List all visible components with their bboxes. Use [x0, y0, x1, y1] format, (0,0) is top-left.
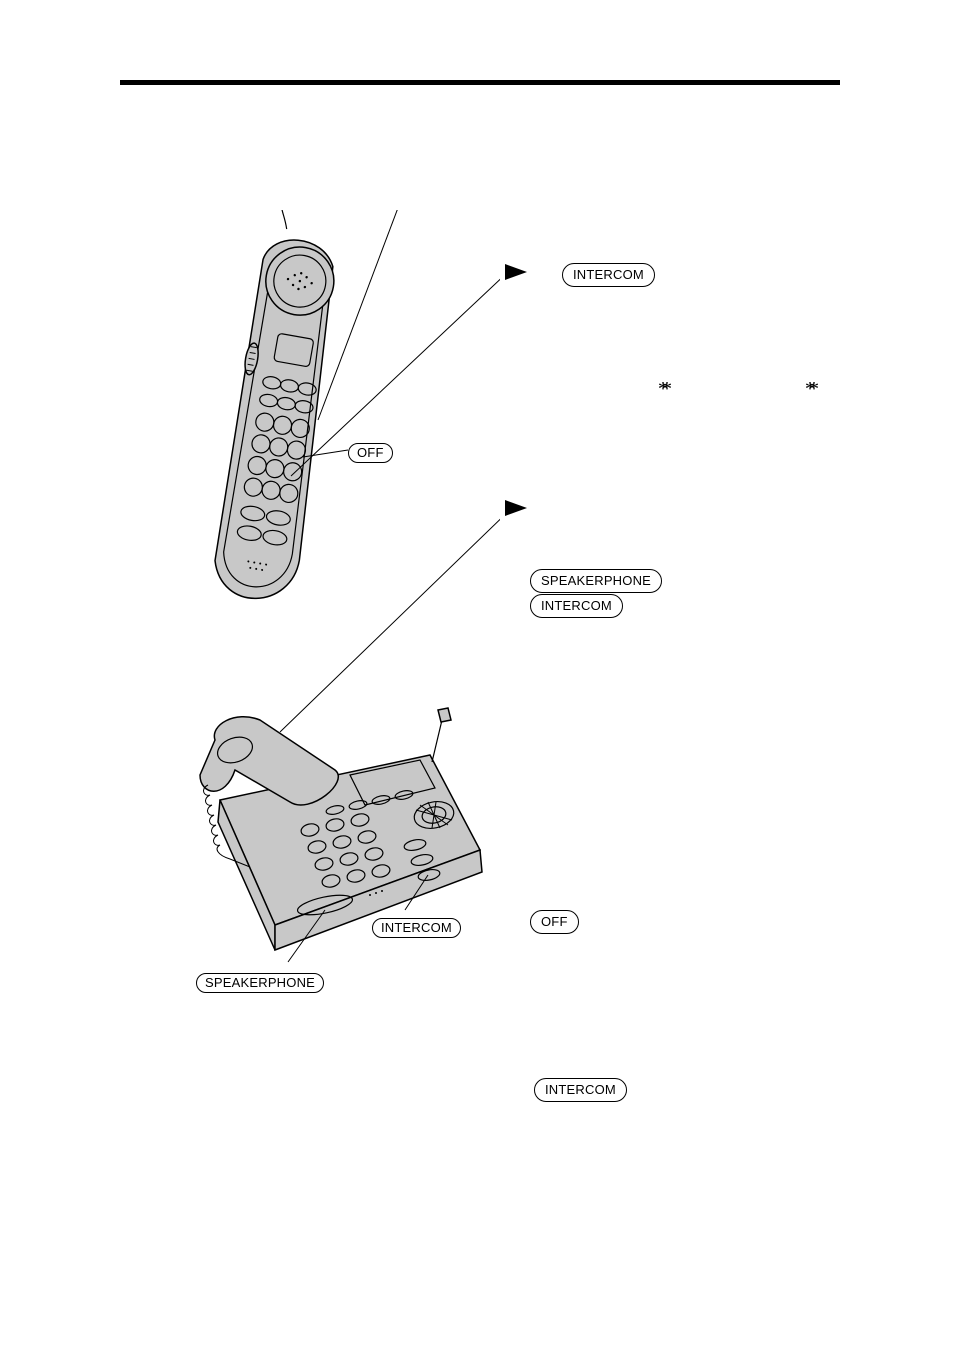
stars-left: **: [658, 378, 666, 401]
top-rule: [120, 80, 840, 85]
base-speakerphone-label: SPEAKERPHONE: [196, 973, 324, 993]
label-intercom-bottom: INTERCOM: [534, 1078, 627, 1102]
label-speakerphone-right: SPEAKERPHONE: [530, 569, 662, 593]
label-intercom-top: INTERCOM: [562, 263, 655, 287]
base-intercom-label: INTERCOM: [372, 918, 461, 938]
phone-diagram: .f { fill:#c8c8c8; stroke:#000; stroke-w…: [180, 210, 500, 1010]
label-off-right: OFF: [530, 910, 579, 934]
label-intercom-right: INTERCOM: [530, 594, 623, 618]
arrow-2: [505, 500, 527, 516]
stars-right: **: [805, 378, 813, 401]
arrow-1: [505, 264, 527, 280]
handset-off-label: OFF: [348, 443, 393, 463]
